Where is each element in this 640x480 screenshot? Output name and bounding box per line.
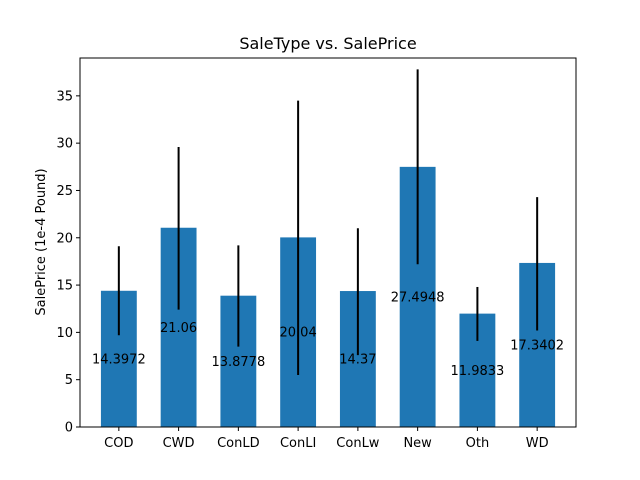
x-tick-label-wd: WD bbox=[526, 436, 549, 451]
x-tick-label-cod: COD bbox=[104, 436, 133, 451]
y-tick-label: 25 bbox=[56, 184, 73, 199]
y-tick-label: 35 bbox=[56, 89, 73, 104]
data-label-conld: 13.8778 bbox=[211, 355, 265, 370]
x-tick-label-oth: Oth bbox=[466, 436, 490, 451]
plot-frame bbox=[79, 57, 577, 428]
data-label-conlw: 14.37 bbox=[339, 353, 376, 368]
x-tick-label-conld: ConLD bbox=[217, 436, 260, 451]
y-tick-label: 30 bbox=[56, 137, 73, 152]
data-label-cwd: 21.06 bbox=[160, 321, 197, 336]
y-tick-label: 5 bbox=[65, 373, 73, 388]
x-tick-label-new: New bbox=[403, 436, 432, 451]
y-tick-label: 20 bbox=[56, 231, 73, 246]
error-bars-layer bbox=[117, 69, 539, 375]
y-tick-label: 0 bbox=[65, 421, 73, 436]
y-tick-label: 10 bbox=[56, 326, 73, 341]
data-labels-layer: 14.3972 21.06 13.8778 20.04 14.37 27.4948 11.9… bbox=[92, 290, 564, 378]
chart-title: SaleType vs. SalePrice bbox=[239, 34, 416, 53]
y-axis-label: SalePrice (1e-4 Pound) bbox=[34, 168, 49, 315]
data-label-wd: 17.3402 bbox=[510, 338, 564, 353]
x-tick-label-conlw: ConLw bbox=[336, 436, 380, 451]
data-label-new: 27.4948 bbox=[391, 290, 445, 305]
data-label-oth: 11.9833 bbox=[451, 364, 505, 379]
data-label-cod: 14.3972 bbox=[92, 352, 146, 367]
data-label-conli: 20.04 bbox=[280, 326, 317, 341]
x-tick-label-conli: ConLI bbox=[280, 436, 316, 451]
axes-layer: 0 5 10 15 20 25 30 35 COD CWD ConLD ConLI ConLw New Ot… bbox=[56, 57, 577, 451]
x-tick-label-cwd: CWD bbox=[163, 436, 195, 451]
y-tick-label: 15 bbox=[56, 279, 73, 294]
